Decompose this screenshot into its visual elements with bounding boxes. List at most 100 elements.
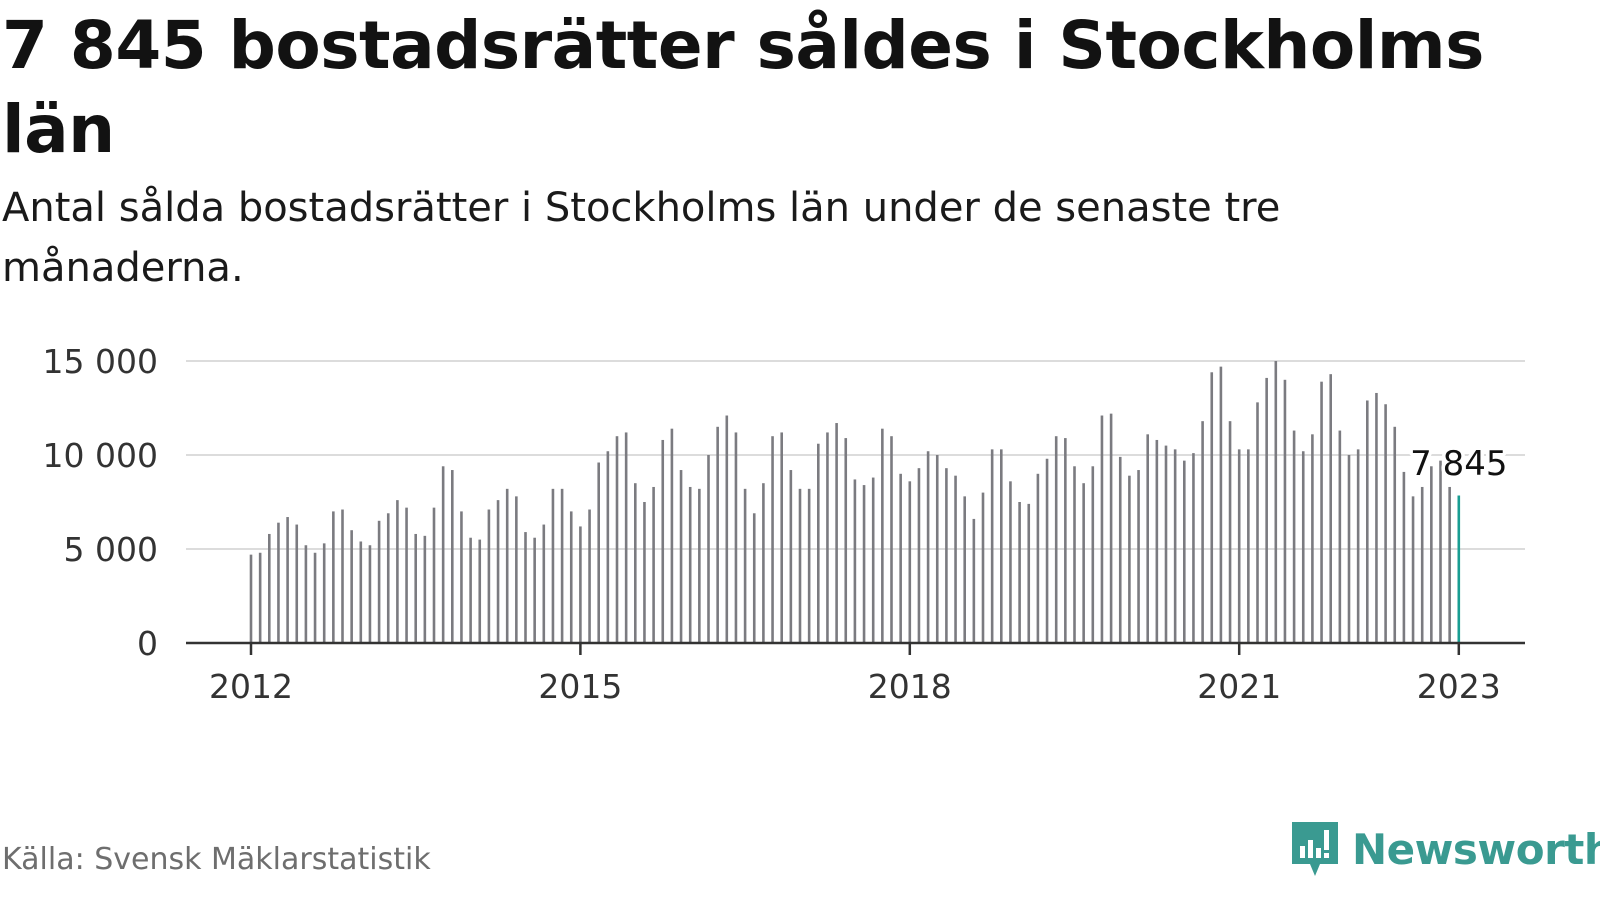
bar — [1018, 502, 1021, 643]
bar-chart: 0 5 000 10 000 15 000 2012 2015 2018 2021 2023 7 … — [43, 342, 1525, 706]
bar — [899, 473, 902, 643]
bar — [1265, 377, 1268, 643]
bar — [1256, 402, 1259, 643]
bar — [1073, 466, 1076, 643]
bar — [1237, 449, 1241, 643]
bar — [1393, 426, 1397, 643]
bar — [396, 500, 399, 643]
x-tick-label: 2018 — [868, 667, 952, 706]
bar — [1274, 361, 1278, 643]
x-tick-label: 2015 — [538, 667, 622, 706]
bar — [432, 507, 436, 643]
bar — [826, 432, 829, 643]
bar — [368, 545, 372, 643]
bar — [496, 500, 500, 643]
bar — [762, 483, 765, 643]
bar — [1173, 449, 1177, 643]
bar — [1439, 460, 1442, 643]
bar — [1384, 404, 1387, 643]
bar — [954, 475, 957, 643]
y-tick-label: 5 000 — [64, 530, 158, 569]
bar — [917, 468, 921, 643]
bar — [1137, 470, 1140, 643]
bar-chart-speech-bubble-icon — [1292, 822, 1338, 876]
bar — [560, 488, 564, 643]
bar — [386, 513, 390, 643]
bar — [798, 488, 802, 643]
bars — [249, 361, 1461, 643]
bar — [414, 533, 417, 643]
bar — [1283, 379, 1287, 643]
bar-latest — [1457, 495, 1461, 643]
bar — [670, 428, 674, 643]
y-tick-label: 10 000 — [43, 436, 158, 475]
bar — [1356, 449, 1360, 643]
bar — [1292, 430, 1296, 643]
bar — [643, 502, 646, 643]
bar — [1430, 466, 1433, 643]
bar — [853, 479, 857, 643]
bar — [1036, 473, 1040, 643]
brand-logo: Newsworthy — [1290, 820, 1600, 878]
bar — [652, 486, 655, 643]
bar — [1219, 366, 1223, 643]
bar — [688, 486, 692, 643]
bar — [1118, 456, 1122, 643]
bar — [634, 483, 637, 643]
bar — [1045, 458, 1049, 643]
bar — [1155, 439, 1159, 643]
brand-name: Newsworthy — [1352, 824, 1600, 874]
bar — [286, 517, 289, 643]
bar — [1082, 483, 1085, 643]
bar — [734, 432, 738, 643]
bar — [1228, 421, 1232, 643]
bar — [1027, 503, 1031, 643]
bar — [258, 552, 262, 643]
bar — [716, 426, 719, 643]
bar — [844, 438, 848, 643]
bar — [679, 470, 683, 643]
bar — [1247, 449, 1250, 643]
y-tick-label: 0 — [137, 624, 158, 663]
bar — [304, 545, 308, 643]
bar — [478, 539, 482, 643]
x-tick-label: 2012 — [209, 667, 293, 706]
bar — [487, 509, 491, 643]
bar — [469, 537, 472, 643]
bar — [405, 507, 408, 643]
bar — [835, 423, 838, 643]
bar — [1091, 466, 1095, 643]
bar — [1183, 460, 1186, 643]
bar — [441, 466, 445, 643]
bar — [1164, 445, 1168, 643]
bar — [1448, 486, 1451, 643]
bar — [313, 552, 317, 643]
last-value-label: 7 845 — [1410, 444, 1507, 484]
bar — [524, 532, 527, 643]
bar — [963, 496, 966, 643]
last-value-label-halo: 7 845 — [1410, 444, 1507, 484]
bar — [1000, 449, 1003, 643]
bar — [1311, 434, 1314, 643]
bar — [1146, 434, 1149, 643]
bar — [935, 455, 939, 643]
bar — [1009, 481, 1012, 643]
bar — [817, 443, 820, 643]
bar — [322, 543, 326, 643]
bar — [743, 488, 747, 643]
x-tick-label: 2021 — [1197, 667, 1281, 706]
bar — [615, 436, 619, 643]
bar — [752, 513, 756, 643]
bar — [423, 535, 427, 643]
bar — [881, 428, 884, 643]
bar — [1064, 438, 1067, 643]
bar — [1375, 392, 1378, 643]
bar — [1411, 496, 1415, 643]
bar — [1054, 436, 1058, 643]
bar — [1329, 374, 1332, 643]
bar — [1128, 475, 1131, 643]
bar — [505, 488, 509, 643]
bar — [725, 415, 729, 643]
source-note: Källa: Svensk Mäklarstatistik — [2, 842, 431, 877]
bar — [460, 511, 463, 643]
